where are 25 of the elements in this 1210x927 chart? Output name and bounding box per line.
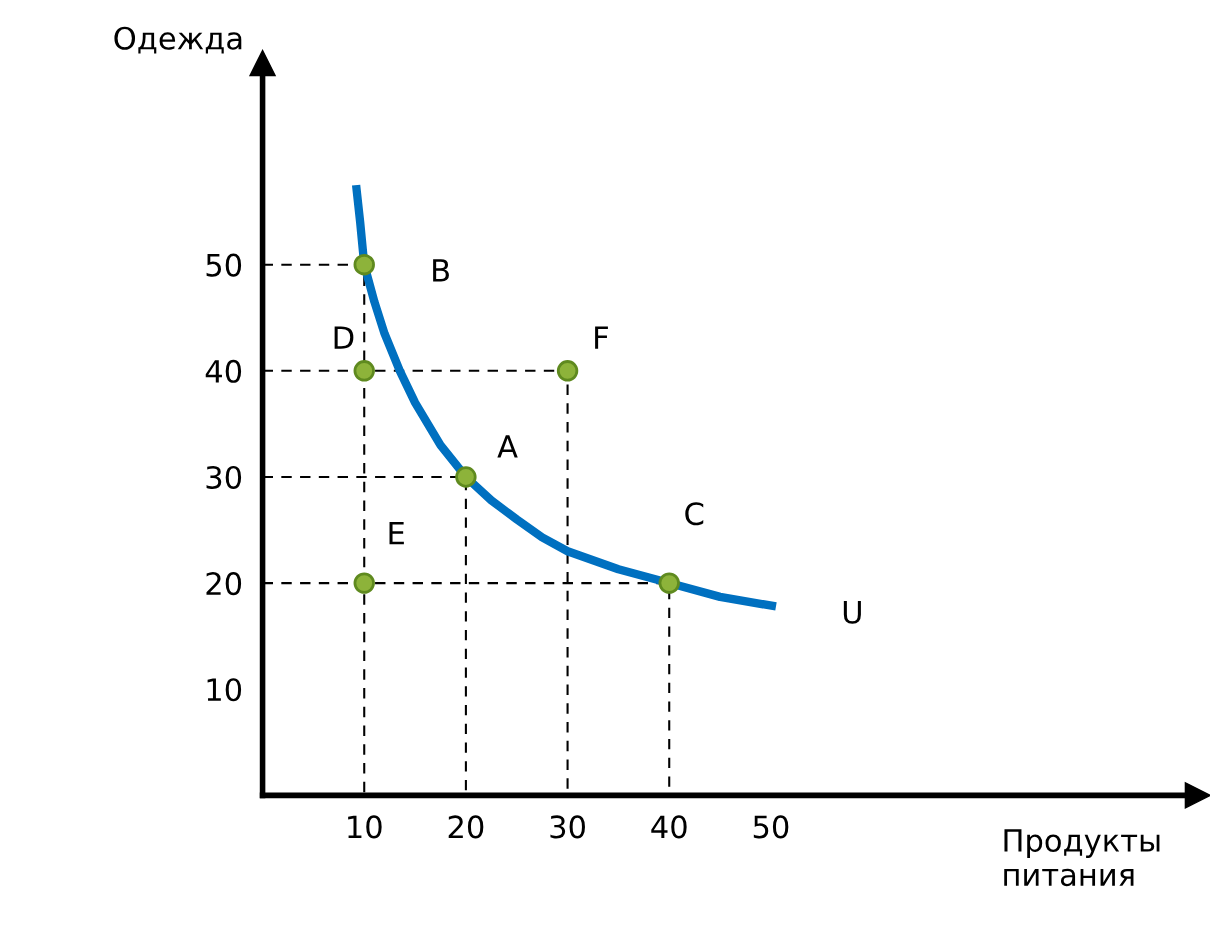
x-tick-label: 10 <box>348 815 382 839</box>
annotation: U <box>843 600 861 624</box>
x-tick-label: 30 <box>550 815 585 839</box>
y-tick-label: 10 <box>207 678 242 702</box>
annotation: B <box>433 259 449 282</box>
x-tick-label: 20 <box>448 815 484 839</box>
point <box>353 253 375 276</box>
annotation: C <box>685 502 704 526</box>
point <box>556 360 579 382</box>
x-axis-title: Продукты питания <box>1004 829 1160 887</box>
y-tick-label: 50 <box>206 253 242 277</box>
y-tick-label: 30 <box>206 465 242 489</box>
point <box>658 572 680 594</box>
annotation: A <box>497 435 518 458</box>
point <box>455 466 477 488</box>
y-axis-title: Одежда <box>114 26 242 54</box>
y-tick-label: 40 <box>205 359 242 383</box>
annotation: D <box>334 326 354 349</box>
annotation: F <box>595 326 608 349</box>
annotation: E <box>389 522 404 545</box>
x-tick-label: 50 <box>753 815 789 839</box>
point <box>353 572 375 594</box>
point <box>353 360 375 382</box>
x-tick-label: 40 <box>651 815 687 839</box>
y-tick-label: 20 <box>206 572 242 596</box>
